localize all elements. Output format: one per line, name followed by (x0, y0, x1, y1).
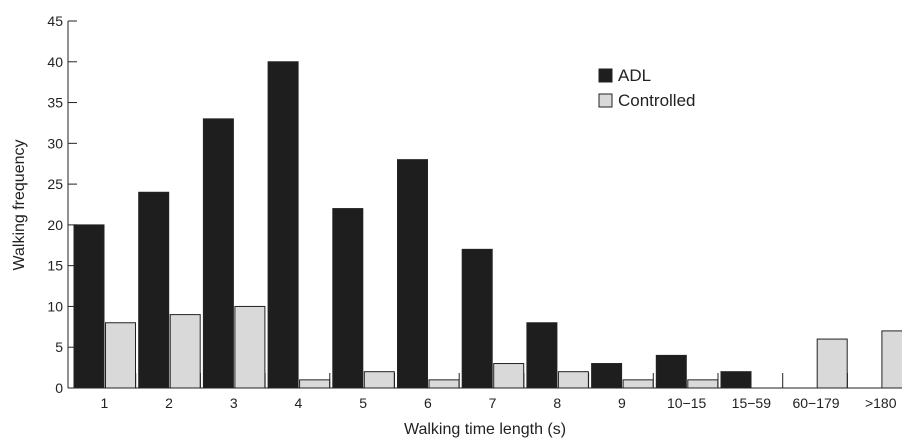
x-tick-label: 2 (165, 395, 173, 411)
bar-adl-7 (461, 248, 493, 389)
bar-controlled-5 (363, 371, 395, 389)
bar-controlled-2 (169, 314, 201, 389)
y-axis-title: Walking frequency (11, 139, 28, 270)
bar-adl-1 (73, 224, 105, 389)
bar-controlled-8 (557, 371, 589, 389)
y-tick-label: 35 (47, 95, 63, 111)
y-axis: 0 5 10 15 20 25 30 35 40 45 (47, 13, 77, 396)
y-tick-label: 45 (47, 13, 63, 29)
bar-adl-4 (267, 61, 299, 389)
bar-controlled-10 (687, 379, 719, 389)
x-tick-label: 3 (230, 395, 238, 411)
bars (73, 61, 902, 389)
bar-controlled-1 (105, 322, 136, 389)
x-tick-label: 4 (295, 395, 303, 411)
bar-adl-8 (526, 322, 558, 389)
x-tick-label: 10−15 (667, 395, 707, 411)
bar-controlled-13 (881, 330, 902, 389)
bar-adl-5 (332, 208, 364, 389)
y-tick-label: 25 (47, 176, 63, 192)
y-tick-label: 10 (47, 298, 63, 314)
y-tick-label: 0 (55, 380, 63, 396)
x-tick-label: 1 (100, 395, 108, 411)
x-tick-label: 60−179 (792, 395, 839, 411)
bar-controlled-4 (299, 379, 331, 389)
legend-swatch-controlled (598, 93, 613, 108)
bar-controlled-9 (622, 379, 654, 389)
bar-controlled-12 (816, 338, 848, 389)
bar-adl-6 (397, 159, 428, 389)
y-tick-label: 5 (55, 339, 63, 355)
x-tick-label: 6 (424, 395, 432, 411)
bar-adl-2 (138, 191, 170, 389)
x-axis-title: Walking time length (s) (404, 421, 566, 438)
bar-controlled-6 (428, 379, 460, 389)
x-tick-label: 8 (553, 395, 561, 411)
bar-adl-3 (202, 118, 234, 389)
bar-adl-10 (655, 354, 687, 389)
bar-adl-9 (591, 363, 623, 389)
x-tick-label: 5 (359, 395, 367, 411)
legend-label-controlled: Controlled (618, 91, 696, 110)
legend-swatch-adl (598, 68, 613, 83)
y-tick-label: 40 (47, 54, 63, 70)
bar-controlled-7 (493, 363, 525, 389)
bar-controlled-3 (234, 305, 266, 389)
bar-adl-11 (720, 371, 752, 389)
y-tick-label: 30 (47, 135, 63, 151)
x-tick-label: >180 (865, 395, 897, 411)
x-tick-label: 15−59 (732, 395, 772, 411)
legend: ADL Controlled (598, 66, 696, 110)
x-tick-label: 7 (489, 395, 497, 411)
y-tick-label: 20 (47, 217, 63, 233)
legend-label-adl: ADL (618, 66, 651, 85)
x-tick-label: 9 (618, 395, 626, 411)
y-tick-label: 15 (47, 258, 63, 274)
